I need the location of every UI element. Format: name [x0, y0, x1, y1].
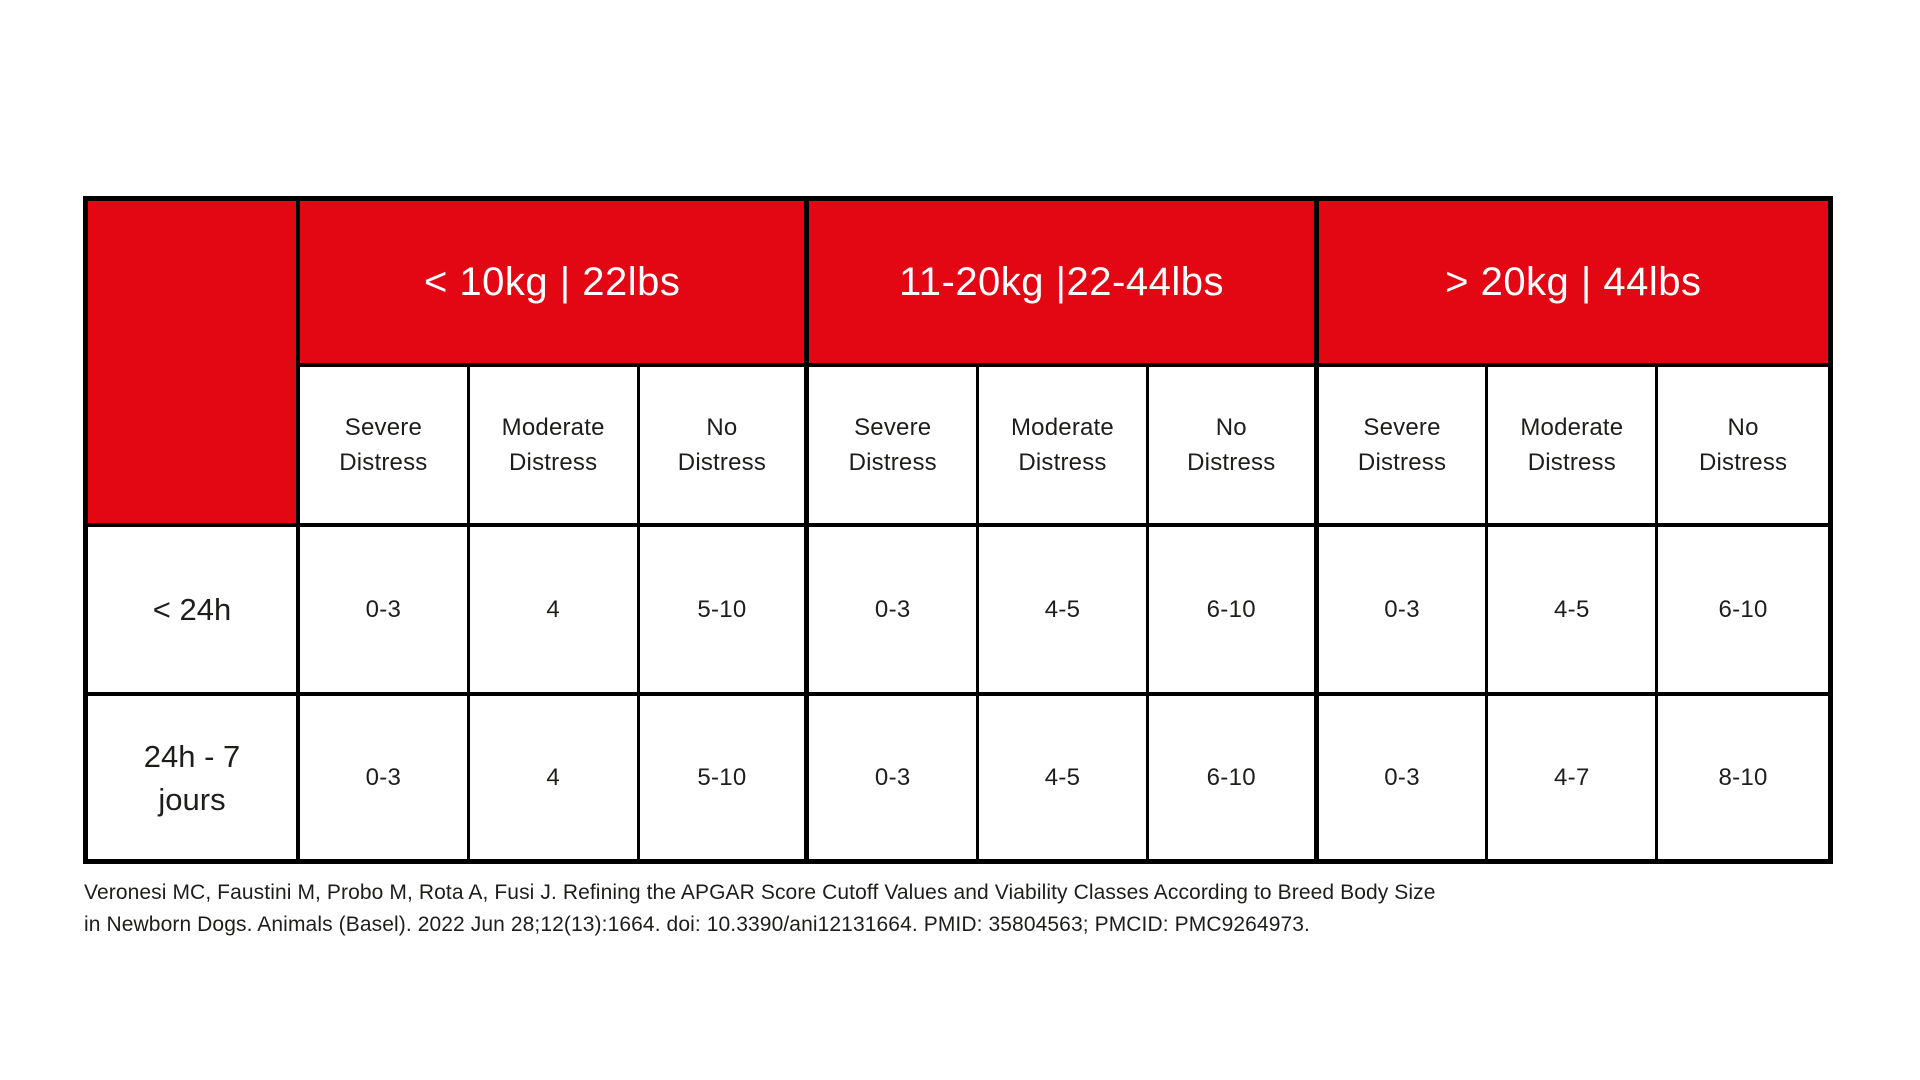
weight-group-header-11-20kg: 11-20kg |22-44lbs: [809, 201, 1319, 367]
distress-column-header: Moderate Distress: [1488, 367, 1659, 527]
distress-column-header: Severe Distress: [809, 367, 980, 527]
score-cell: 4: [470, 696, 640, 859]
score-cell: 0-3: [300, 696, 470, 859]
distress-column-header: Moderate Distress: [469, 367, 640, 527]
weight-group-header-under-10kg: < 10kg | 22lbs: [300, 201, 810, 367]
score-cell: 4-5: [1488, 527, 1659, 696]
apgar-score-table: < 10kg | 22lbs 11-20kg |22-44lbs > 20kg …: [83, 196, 1833, 864]
row-label-24h-7-days: 24h - 7 jours: [88, 696, 300, 859]
score-cell: 0-3: [1319, 696, 1489, 859]
score-cell: 0-3: [809, 696, 980, 859]
corner-cell: [88, 201, 300, 527]
citation: Veronesi MC, Faustini M, Probo M, Rota A…: [84, 877, 1436, 941]
score-cell: 5-10: [640, 696, 810, 859]
score-cell: 8-10: [1718, 763, 1768, 791]
distress-column-header: Severe Distress: [1318, 367, 1489, 527]
citation-line-2: in Newborn Dogs. Animals (Basel). 2022 J…: [84, 913, 1310, 936]
score-cell: 4: [469, 527, 640, 696]
score-cell: 0-3: [1318, 527, 1489, 696]
row-label-under-24h: < 24h: [88, 527, 300, 696]
distress-column-header: No Distress: [1658, 367, 1828, 527]
weight-group-header-over-20kg: > 20kg | 44lbs: [1318, 201, 1828, 367]
distress-column-header: No Distress: [639, 367, 810, 527]
distress-column-header: No Distress: [1148, 367, 1319, 527]
score-cell: 6-10: [1148, 527, 1319, 696]
score-cell: 0-3: [300, 527, 470, 696]
score-cell: 6-10: [1658, 527, 1828, 696]
distress-column-header: Moderate Distress: [979, 367, 1149, 527]
score-cell: 4-7: [1488, 696, 1659, 859]
score-cell: 4-5: [979, 696, 1149, 859]
score-cell: 4-5: [979, 527, 1149, 696]
score-cell: 6-10: [1149, 696, 1319, 859]
score-cell: 0-3: [809, 527, 980, 696]
citation-line-1: Veronesi MC, Faustini M, Probo M, Rota A…: [84, 881, 1436, 904]
distress-column-header: Severe Distress: [300, 367, 470, 527]
score-cell: 5-10: [639, 527, 810, 696]
